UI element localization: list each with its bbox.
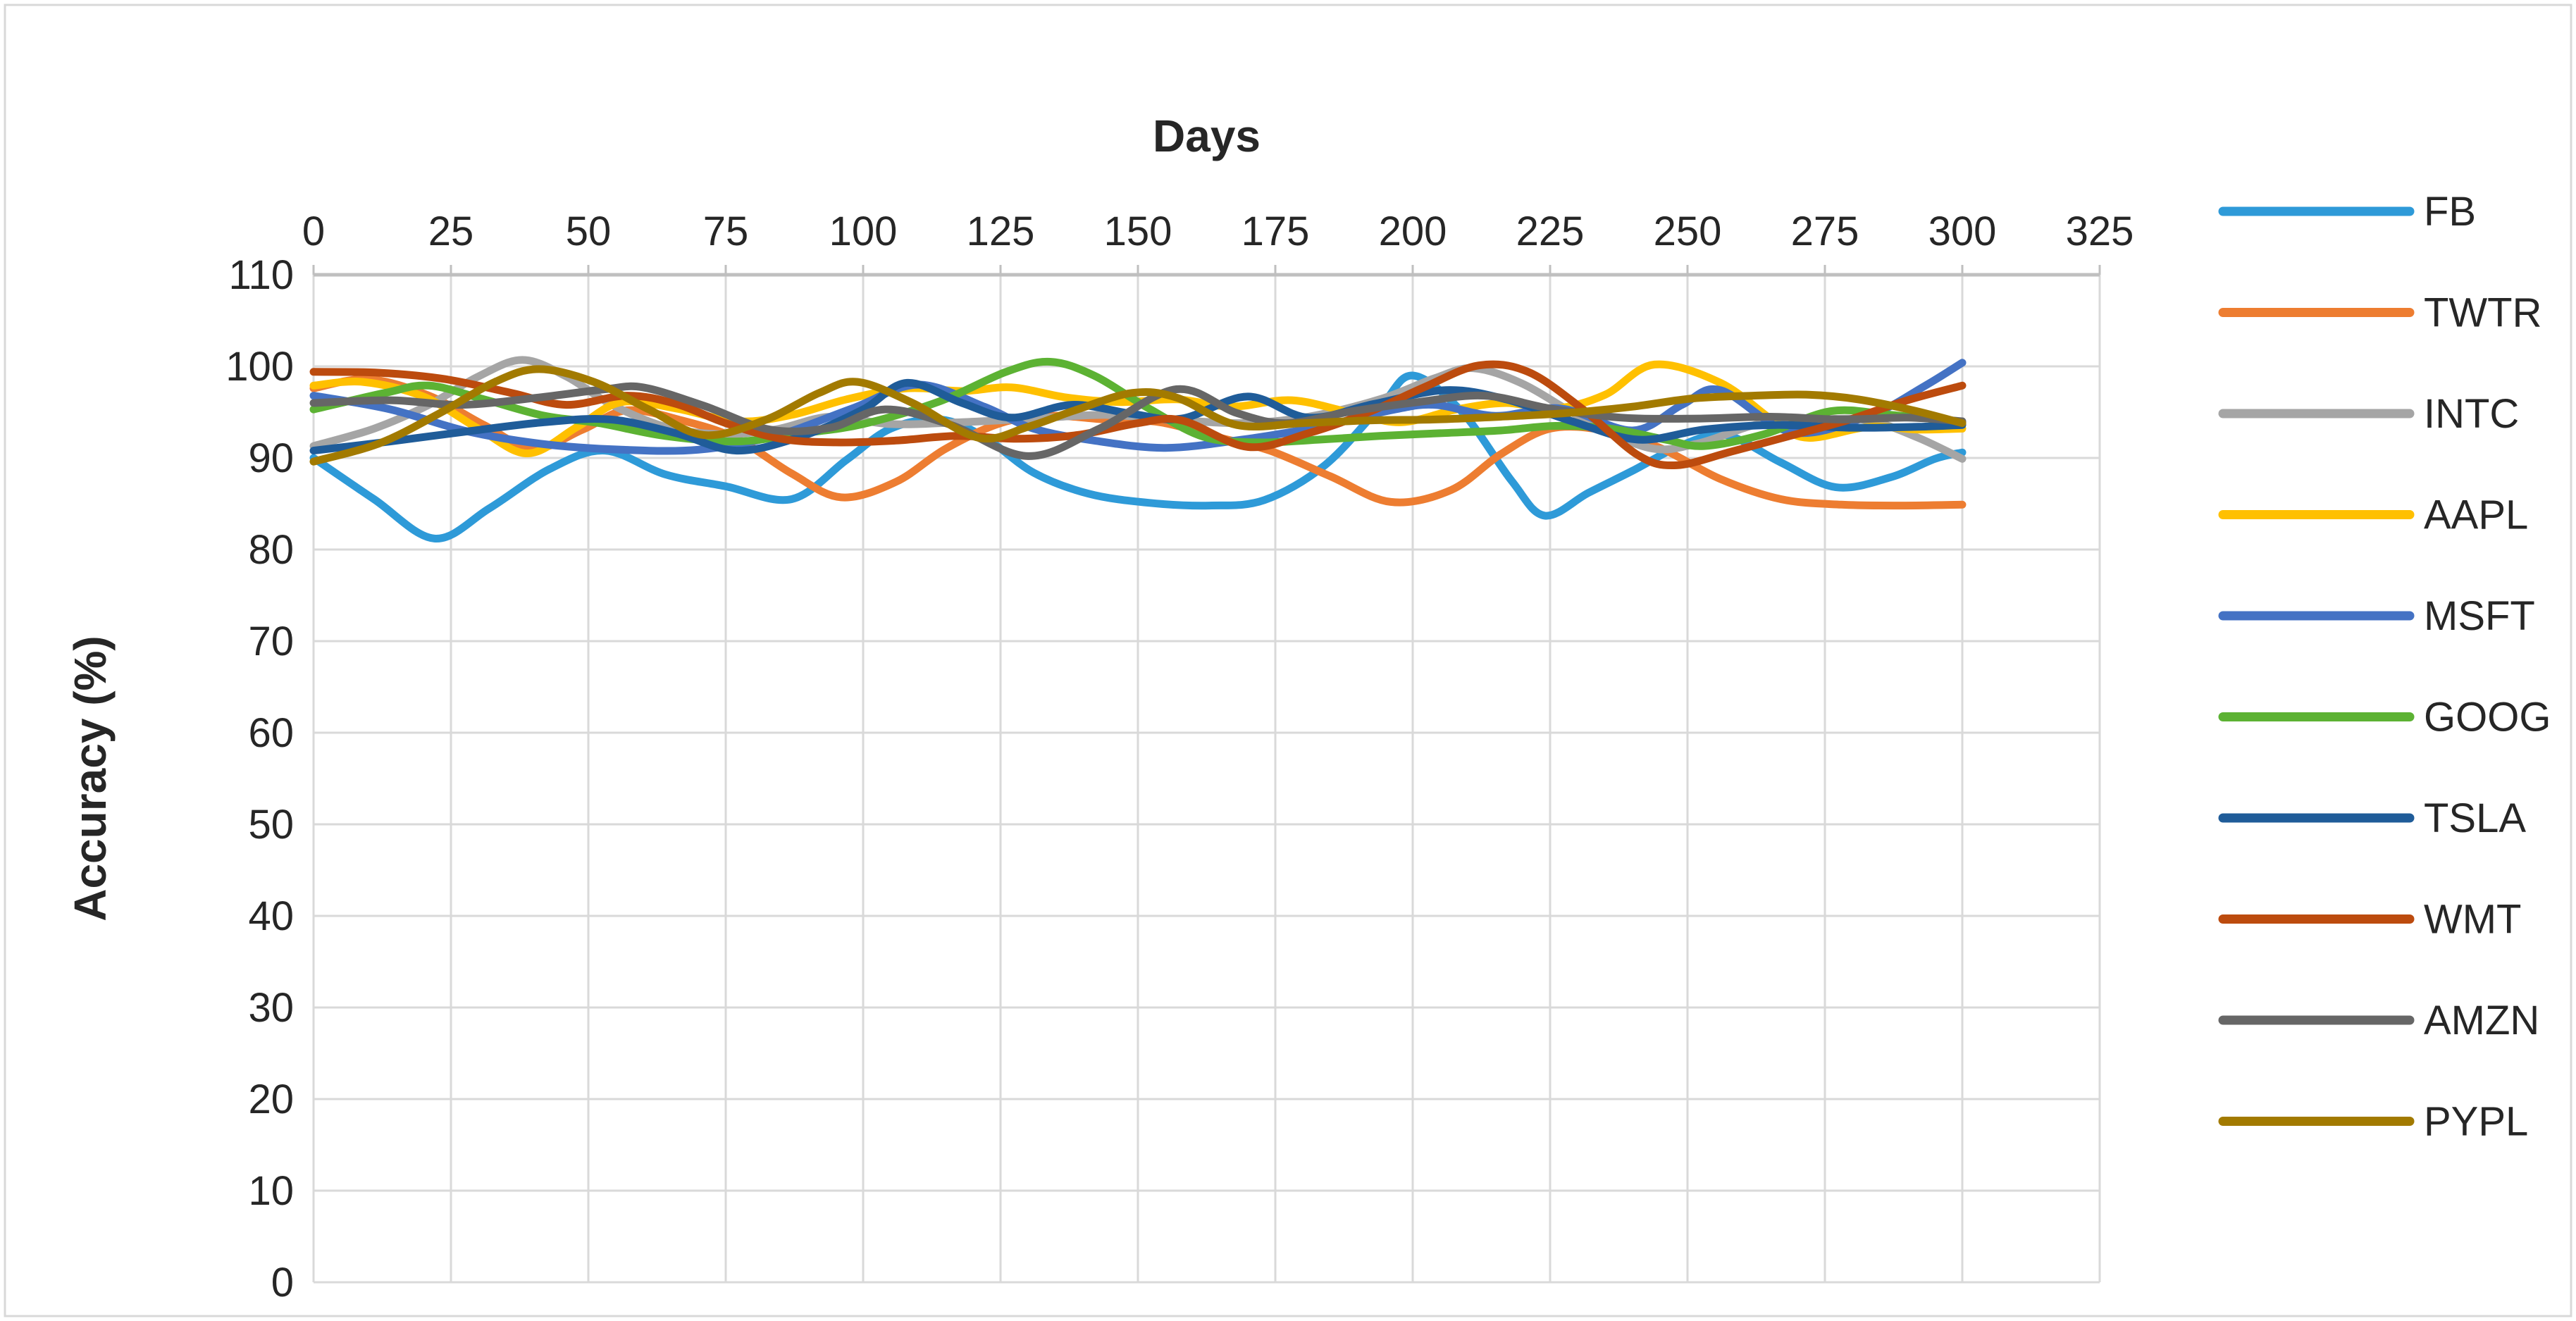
y-tick-label: 10: [248, 1168, 294, 1214]
x-tick-label: 275: [1791, 209, 1859, 254]
legend: FB TWTR INTC AAPL MSFT GOOG TSLA WMT AMZN PYPL: [2218, 189, 2551, 1145]
x-tick-label: 200: [1379, 209, 1447, 254]
legend-label-WMT: WMT: [2424, 897, 2522, 943]
x-tick-label: 25: [428, 209, 474, 254]
axis-lines: [312, 265, 2101, 277]
x-tick-label: 300: [1928, 209, 1997, 254]
x-tick-label: 0: [302, 209, 325, 254]
legend-item-PYPL: PYPL: [2218, 1099, 2528, 1145]
x-tick-label: 75: [703, 209, 749, 254]
x-tick-label: 125: [967, 209, 1035, 254]
legend-label-TWTR: TWTR: [2424, 290, 2542, 336]
x-tick-label: 325: [2066, 209, 2134, 254]
series-lines: [309, 356, 1967, 542]
y-tick-label: 110: [229, 252, 294, 298]
x-tick-label: 100: [829, 209, 898, 254]
y-tick-label: 20: [248, 1077, 294, 1122]
y-tick-label: 90: [248, 435, 294, 481]
x-tick-label: 225: [1516, 209, 1585, 254]
legend-item-TSLA: TSLA: [2218, 795, 2526, 841]
legend-item-MSFT: MSFT: [2218, 593, 2535, 639]
y-tick-label: 80: [248, 527, 294, 573]
y-tick-label: 60: [248, 710, 294, 756]
legend-label-PYPL: PYPL: [2424, 1099, 2528, 1145]
legend-label-FB: FB: [2424, 189, 2476, 235]
x-tick-label: 50: [566, 209, 612, 254]
y-tick-label: 0: [271, 1260, 294, 1306]
series-line-PYPL: [309, 365, 1967, 466]
y-tick-label: 70: [248, 619, 294, 664]
legend-label-TSLA: TSLA: [2424, 795, 2526, 841]
legend-item-WMT: WMT: [2218, 897, 2522, 943]
figure-border: [4, 4, 2572, 1317]
legend-item-TWTR: TWTR: [2218, 290, 2542, 336]
legend-item-AMZN: AMZN: [2218, 998, 2539, 1043]
y-tick-label: 50: [248, 802, 294, 848]
legend-label-AMZN: AMZN: [2424, 998, 2539, 1043]
x-tick-label: 250: [1654, 209, 1722, 254]
x-tick-label: 175: [1241, 209, 1310, 254]
series-line-MSFT: [309, 359, 1967, 455]
legend-label-GOOG: GOOG: [2424, 695, 2551, 740]
legend-item-GOOG: GOOG: [2218, 695, 2551, 740]
x-axis-title: Days: [1153, 111, 1261, 161]
x-tick-labels: 0 25 50 75 100 125 150 175 200 225 250 275 300 325: [302, 209, 2134, 254]
legend-label-AAPL: AAPL: [2424, 492, 2528, 538]
legend-item-AAPL: AAPL: [2218, 492, 2528, 538]
legend-item-INTC: INTC: [2218, 391, 2519, 437]
gridlines: [312, 273, 2101, 1284]
y-axis-title: Accuracy (%): [65, 635, 116, 922]
legend-item-FB: FB: [2218, 189, 2476, 235]
y-tick-label: 40: [248, 893, 294, 939]
x-tick-label: 150: [1104, 209, 1172, 254]
y-tick-label: 30: [248, 985, 294, 1031]
y-tick-label: 100: [225, 344, 294, 390]
legend-label-INTC: INTC: [2424, 391, 2519, 437]
legend-label-MSFT: MSFT: [2424, 593, 2535, 639]
